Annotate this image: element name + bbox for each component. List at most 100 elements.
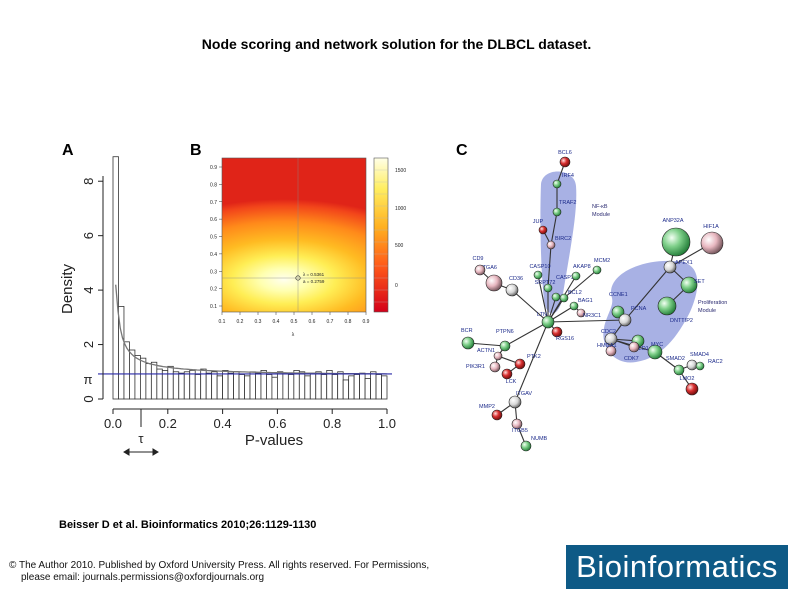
network-node-birc2: [546, 240, 556, 250]
network-node-apex1: [663, 260, 677, 274]
histogram-bar: [145, 363, 152, 400]
network-node-label: TRAF2: [559, 200, 576, 206]
network-node-cdk7: [628, 341, 640, 353]
histogram-bar: [276, 371, 284, 400]
network-node-actn1: [493, 351, 503, 361]
histogram-x-tick-label: 0.0: [104, 416, 122, 431]
panel-a-label: A: [62, 142, 74, 159]
network-node-casp3: [551, 292, 561, 302]
histogram-y-tick-label: 2: [81, 341, 96, 348]
network-edge: [514, 321, 549, 403]
citation: Beisser D et al. Bioinformatics 2010;26:…: [59, 519, 317, 531]
network-node-label: CCNE1: [609, 292, 628, 298]
network-node-label: NUMB: [531, 436, 548, 442]
network-node-label: CASP3: [556, 275, 574, 281]
network-node-jup: [538, 225, 548, 235]
network-node-ltn: [541, 315, 555, 329]
heatmap-x-tick-label: 0.1: [219, 319, 226, 325]
histogram-bar: [227, 372, 234, 400]
network-node-label: DNTTIP2: [670, 318, 693, 324]
heatmap-panel-b: λ = 0.5361 a = 0.2759 0.1 0.2 0.3 0.4 0.5 0.6…: [210, 157, 406, 338]
copyright-line-2: please email: journals.permissions@oxfor…: [21, 572, 265, 583]
network-node-rgs16: [551, 326, 563, 338]
figure-title: Node scoring and network solution for th…: [201, 36, 592, 52]
histogram-bars: [112, 156, 388, 400]
network-node-label: BCR: [461, 328, 473, 334]
network-node-akap8: [571, 271, 581, 281]
network-node-label: NR3C1: [583, 313, 601, 319]
network-node-irf4: [552, 179, 562, 189]
histogram-bar: [287, 374, 295, 400]
network-node-mcm2: [592, 265, 602, 275]
network-node-label: MCM2: [594, 258, 610, 264]
network-node-rac2: [695, 361, 705, 371]
network-node-ccne1: [611, 305, 625, 319]
network-node-label: LMO2: [680, 376, 695, 382]
network-node-label: ACTN1: [477, 348, 495, 354]
network-node-label: ANP32A: [662, 218, 683, 224]
histogram-x-tick-label: 0.4: [214, 416, 232, 431]
histogram-bar: [331, 374, 339, 400]
network-node-label: MYC: [651, 342, 663, 348]
network-node-lmo2: [685, 382, 699, 396]
histogram-y-tick-label: 6: [81, 232, 96, 239]
network-node-label: SMAD2: [666, 356, 685, 362]
histogram-bar: [293, 370, 300, 400]
histogram-x-tick-label: 1.0: [378, 416, 396, 431]
network-node-label: ITGA6: [481, 265, 497, 271]
copyright-line-1: © The Author 2010. Published by Oxford U…: [9, 560, 430, 571]
heatmap-y-tick-label: 0.5: [210, 235, 217, 241]
network-node-label: CD9: [472, 256, 483, 262]
histogram-bar: [359, 372, 366, 400]
heatmap-x-ticks: 0.1 0.2 0.3 0.4 0.5 0.6 0.7 0.8 0.9: [219, 312, 370, 325]
network-node-label: PTK2: [527, 354, 541, 360]
histogram-bar: [364, 378, 371, 400]
network-node-cdc2: [604, 332, 618, 346]
network-edge: [504, 321, 549, 347]
proliferation-module-region: [603, 260, 698, 363]
histogram-bar: [194, 374, 202, 400]
network-edge: [511, 289, 549, 323]
network-node-label: BAG1: [578, 298, 593, 304]
histogram-bar: [348, 375, 355, 400]
histogram-bar: [260, 370, 267, 400]
histogram-bar: [337, 371, 344, 400]
network-node-label: APEX1: [675, 260, 693, 266]
heatmap-y-tick-label: 0.6: [210, 217, 217, 223]
heatmap-x-tick-label: 0.7: [327, 319, 334, 325]
heatmap-y-tick-label: 0.1: [210, 304, 217, 310]
histogram-x-ticks: 0.0 0.2 0.4 0.6 0.8 1.0: [104, 409, 396, 431]
network-node-cd9: [474, 264, 486, 276]
network-node-label: RGS16: [556, 336, 574, 342]
colorbar-tick-label: 1000: [395, 206, 406, 212]
heatmap-x-tick-label: 0.6: [309, 319, 316, 325]
heatmap-x-tick-label: 0.4: [273, 319, 280, 325]
network-node-label: SET: [694, 279, 705, 285]
network-node-bcl6: [559, 156, 571, 168]
network-node-label: JUP: [533, 219, 544, 225]
network-node-label: CDK7: [624, 356, 639, 362]
histogram-x-tick-label: 0.6: [268, 416, 286, 431]
histogram-bar: [189, 370, 196, 400]
network-node-bcr: [461, 336, 475, 350]
histogram-bar: [150, 361, 158, 400]
colorbar-ticks: 1500 1000 500 0: [395, 168, 406, 289]
proliferation-module-label-1: Proliferation: [698, 300, 727, 306]
network-node-label: BCL2: [568, 290, 582, 296]
heatmap-y-tick-label: 0.7: [210, 200, 217, 206]
network-edge: [624, 266, 671, 321]
histogram-bar: [249, 371, 256, 400]
histogram-bar: [266, 374, 273, 400]
network-node-label: BCL6: [558, 150, 572, 156]
heatmap-y-tick-label: 0.8: [210, 182, 217, 188]
network-node-ptk2: [514, 358, 526, 370]
network-node-bcl2: [559, 293, 569, 303]
histogram-bar: [178, 372, 185, 400]
panel-c-label: C: [456, 142, 468, 159]
network-edge: [547, 244, 552, 289]
network-node-smad2: [673, 364, 685, 376]
histogram-bar: [282, 372, 289, 400]
histogram-x-tick-label: 0.2: [159, 416, 177, 431]
histogram-y-label: Density: [59, 263, 76, 314]
network-node-label: HMGA1: [597, 343, 617, 349]
